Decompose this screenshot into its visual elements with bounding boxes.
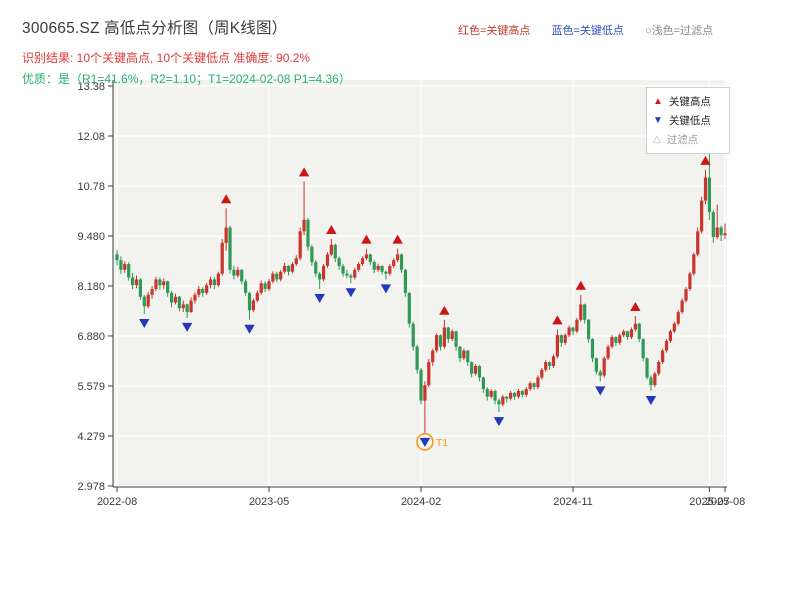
chart-legend-box: ▲ 关键高点 ▼ 关键低点 △ 过滤点	[646, 87, 730, 154]
svg-text:5.579: 5.579	[77, 381, 105, 393]
svg-text:2024-11: 2024-11	[553, 496, 593, 508]
up-triangle-icon: ▲	[653, 95, 663, 107]
svg-text:13.38: 13.38	[77, 81, 105, 93]
svg-text:2.978: 2.978	[77, 481, 105, 493]
svg-text:2024-02: 2024-02	[401, 496, 441, 508]
svg-text:2025-07: 2025-07	[689, 496, 729, 508]
open-triangle-icon: △	[653, 133, 661, 145]
recognition-result-line: 识别结果: 10个关键高点, 10个关键低点 准确度: 90.2%	[22, 51, 311, 65]
legend-key-high-label: 红色=关键高点	[458, 25, 531, 37]
svg-text:2025-08: 2025-08	[705, 496, 745, 508]
legend-item-filtered: △ 过滤点	[653, 130, 723, 149]
header-legend: 红色=关键高点 蓝色=关键低点 ○浅色=过滤点	[458, 22, 731, 38]
svg-text:8.180: 8.180	[77, 281, 105, 293]
page-title: 300665.SZ 高低点分析图（周K线图）	[22, 20, 288, 37]
svg-text:10.78: 10.78	[77, 181, 105, 193]
legend-item-key-low: ▼ 关键低点	[653, 111, 723, 130]
legend-item-label: 过滤点	[666, 134, 699, 146]
svg-text:4.279: 4.279	[77, 431, 105, 443]
svg-text:9.480: 9.480	[77, 231, 105, 243]
legend-filtered-label: ○浅色=过滤点	[645, 25, 714, 37]
down-triangle-icon: ▼	[653, 114, 663, 126]
svg-text:T1: T1	[436, 437, 448, 449]
legend-item-label: 关键低点	[668, 115, 711, 127]
legend-key-low-label: 蓝色=关键低点	[551, 25, 624, 37]
svg-text:12.08: 12.08	[77, 131, 105, 143]
svg-text:2022-08: 2022-08	[97, 496, 137, 508]
svg-text:6.880: 6.880	[77, 331, 105, 343]
svg-text:2023-05: 2023-05	[249, 496, 289, 508]
quality-line: 优质：是（R1=41.6%，R2=1.10；T1=2024-02-08 P1=4…	[22, 72, 351, 86]
legend-item-key-high: ▲ 关键高点	[653, 92, 723, 111]
legend-item-label: 关键高点	[668, 96, 711, 108]
